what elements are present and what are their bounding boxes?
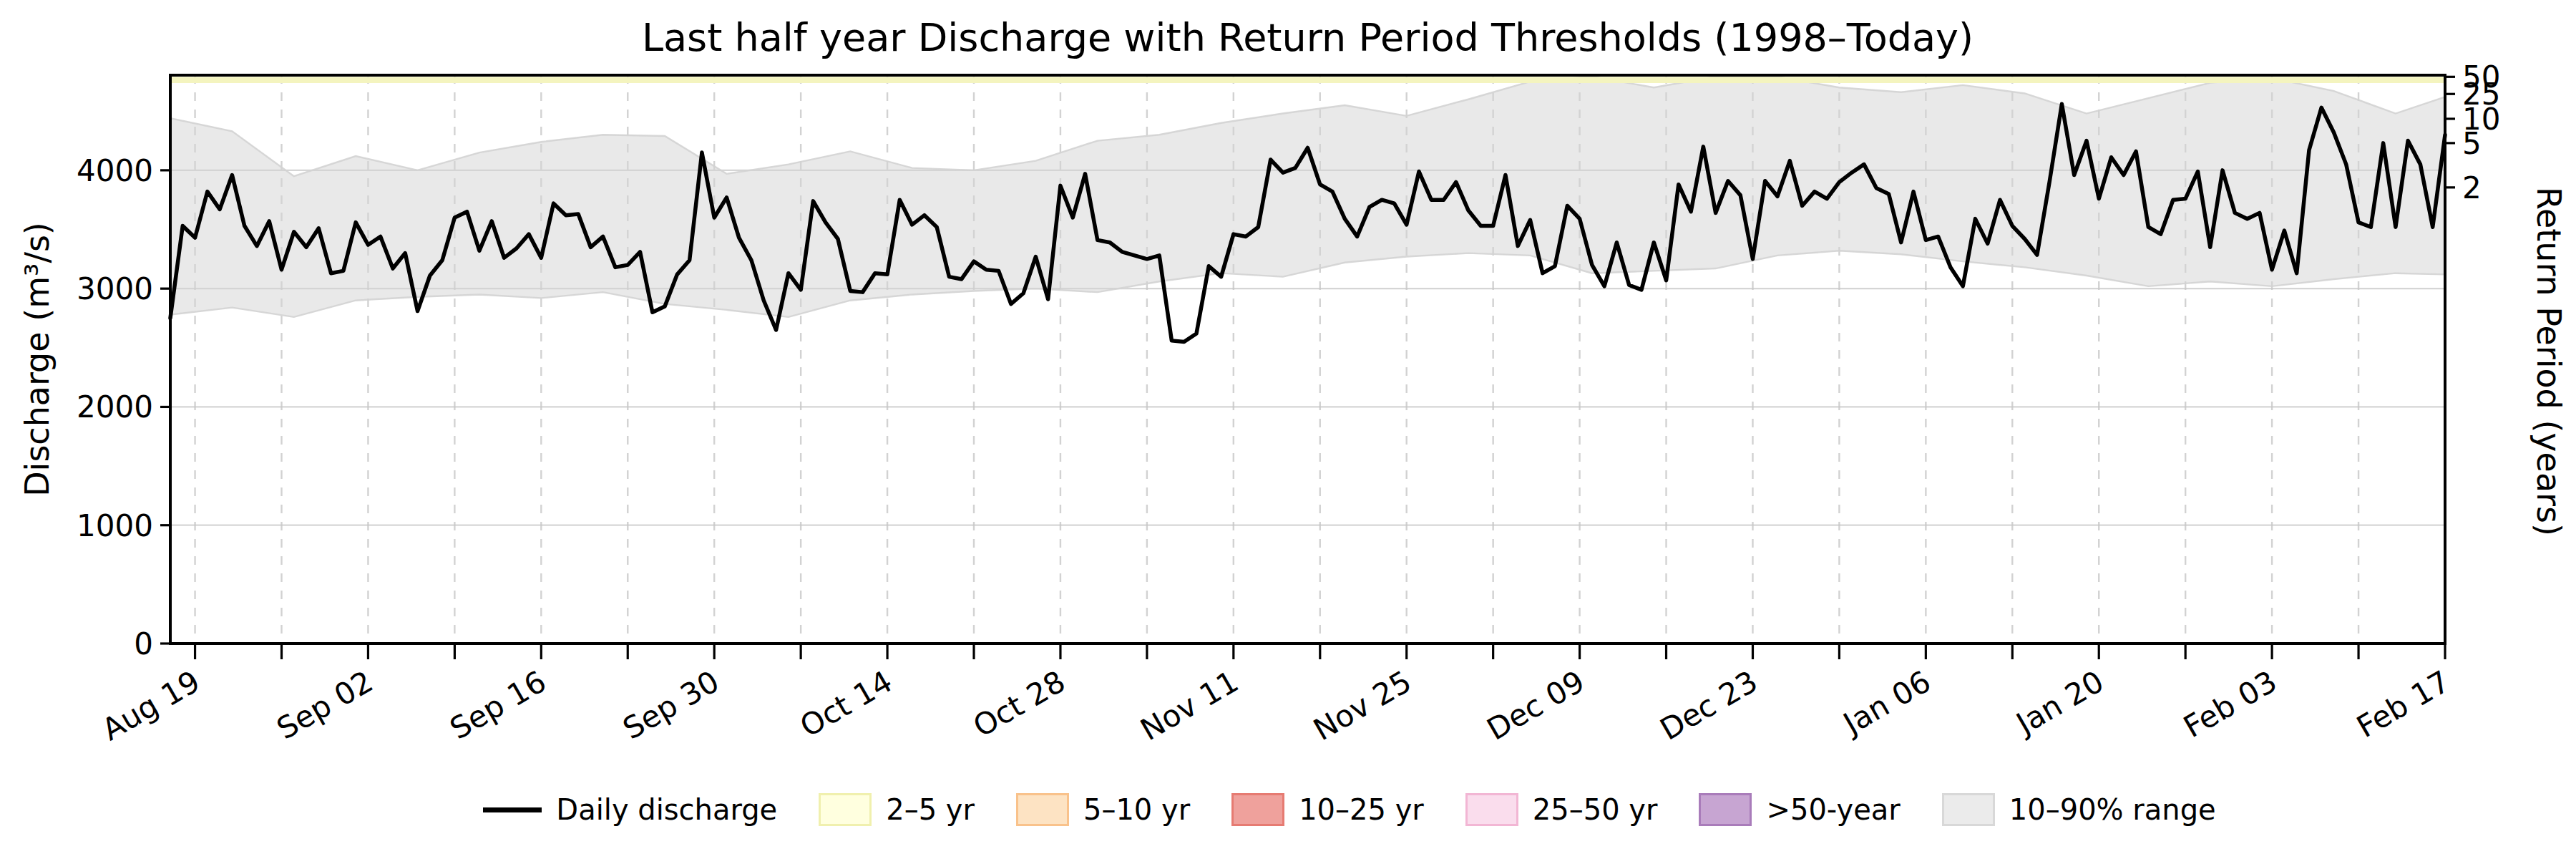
legend-item-band-10-90pct: 10–90% range <box>1942 793 2216 826</box>
legend-patch-swatch <box>1699 793 1752 826</box>
x-axis-ticks: Aug 19 Sep 02 Sep 16 Sep 30 Oct 14 Oct 28 Nov … <box>96 644 2456 747</box>
legend-patch-swatch <box>1231 793 1284 826</box>
svg-text:0: 0 <box>134 626 153 661</box>
svg-text:Dec 09: Dec 09 <box>1481 664 1591 747</box>
svg-text:Jan 20: Jan 20 <box>2009 664 2109 742</box>
svg-text:Nov 25: Nov 25 <box>1307 664 1417 747</box>
svg-text:4000: 4000 <box>77 153 153 188</box>
y-axis-ticks: 0 1000 2000 3000 4000 <box>77 153 170 661</box>
svg-text:Aug 19: Aug 19 <box>96 664 205 747</box>
svg-text:Oct 28: Oct 28 <box>967 664 1071 744</box>
svg-text:3000: 3000 <box>77 271 153 306</box>
legend-label: >50-year <box>1766 793 1900 826</box>
svg-text:Nov 11: Nov 11 <box>1135 664 1244 747</box>
legend-patch-swatch <box>1942 793 1995 826</box>
band-10-90-range <box>170 77 2445 317</box>
legend-label: Daily discharge <box>556 793 777 826</box>
chart-title: Last half year Discharge with Return Per… <box>170 16 2445 60</box>
legend: Daily discharge 2–5 yr 5–10 yr 10–25 yr 25–5… <box>62 793 2576 826</box>
svg-text:Sep 02: Sep 02 <box>271 664 379 746</box>
svg-text:Feb 17: Feb 17 <box>2351 664 2456 744</box>
legend-label: 25–50 yr <box>1533 793 1658 826</box>
svg-text:2000: 2000 <box>77 389 153 424</box>
legend-item-band-gt-50yr: >50-year <box>1699 793 1900 826</box>
legend-label: 2–5 yr <box>886 793 975 826</box>
legend-item-daily-discharge: Daily discharge <box>483 793 777 826</box>
svg-text:Sep 30: Sep 30 <box>617 664 725 746</box>
legend-item-band-25-50yr: 25–50 yr <box>1465 793 1658 826</box>
legend-patch-swatch <box>819 793 872 826</box>
svg-text:2: 2 <box>2462 170 2482 205</box>
legend-item-band-10-25yr: 10–25 yr <box>1231 793 1424 826</box>
svg-text:Dec 23: Dec 23 <box>1654 664 1764 747</box>
svg-text:Sep 16: Sep 16 <box>444 664 552 746</box>
svg-text:Jan 06: Jan 06 <box>1835 664 1936 742</box>
svg-text:1000: 1000 <box>77 508 153 543</box>
threshold-strip-2-5yr <box>170 77 2445 84</box>
y-axis-label: Discharge (m³/s) <box>18 222 57 497</box>
svg-text:5: 5 <box>2462 126 2482 161</box>
plot-canvas: 0 1000 2000 3000 4000 50251052 Aug 19 Sep 02 Sep… <box>0 0 2576 859</box>
legend-patch-swatch <box>1016 793 1069 826</box>
legend-label: 10–90% range <box>2009 793 2216 826</box>
y2-axis-ticks: 50251052 <box>2445 59 2500 205</box>
legend-item-band-5-10yr: 5–10 yr <box>1016 793 1190 826</box>
legend-patch-swatch <box>1465 793 1518 826</box>
legend-label: 5–10 yr <box>1083 793 1190 826</box>
discharge-chart-figure: 0 1000 2000 3000 4000 50251052 Aug 19 Sep 02 Sep… <box>0 0 2576 859</box>
y2-axis-label: Return Period (years) <box>2529 187 2568 536</box>
legend-item-band-2-5yr: 2–5 yr <box>819 793 975 826</box>
svg-text:Feb 03: Feb 03 <box>2177 664 2283 744</box>
svg-text:Oct 14: Oct 14 <box>794 664 898 744</box>
legend-line-swatch <box>483 807 542 812</box>
legend-label: 10–25 yr <box>1299 793 1424 826</box>
